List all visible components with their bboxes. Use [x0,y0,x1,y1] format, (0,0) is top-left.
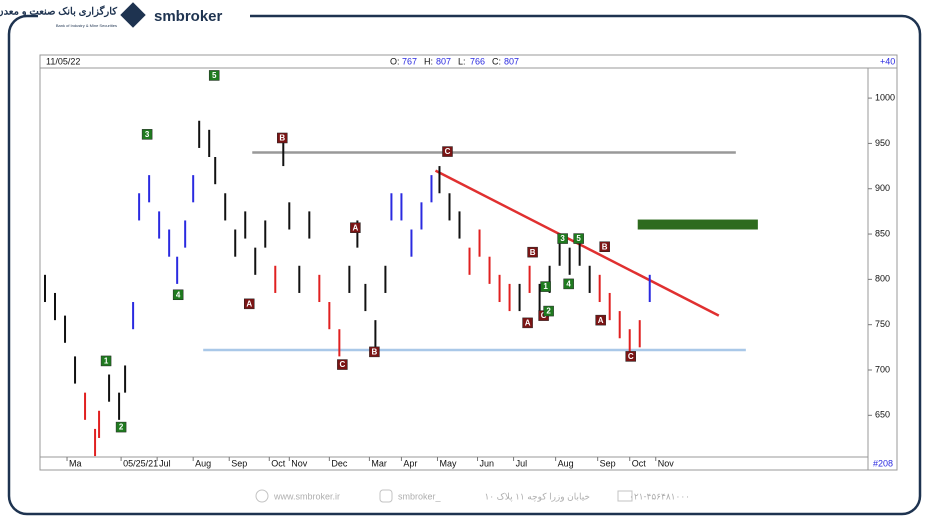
wave-label: 5 [212,71,217,80]
wave-badge [208,70,220,81]
wave-badge [563,278,574,290]
x-tick-label: Aug [558,458,574,468]
x-tick-label: Sep [231,458,247,468]
ohlc-label: H: [424,56,433,66]
wave-badge [141,129,153,140]
footer: www.smbroker.ir smbroker_ خیابان وزرا کو… [255,489,690,503]
x-tick-label: Oct [271,458,286,468]
wave-badge [369,346,380,358]
wave-label: A [598,316,604,325]
wave-badge [573,233,584,244]
wave-label: A [525,318,531,327]
ohlc-label: O: [390,56,400,66]
wave-label: 2 [119,423,124,432]
wave-label: B [530,248,536,257]
wave-label: 3 [560,234,565,243]
x-tick-label: 05/25/21 [123,458,158,468]
x-tick-label: Nov [291,458,308,468]
wave-label: 4 [176,290,181,299]
wave-label: 4 [566,280,571,289]
wave-badge [243,298,255,310]
x-tick-label: Nov [658,458,675,468]
wave-label: C [339,360,345,369]
phone-icon [617,490,633,502]
x-tick-label: Jul [516,458,528,468]
wave-label: A [352,223,358,232]
wave-badge [625,351,636,362]
wave-label: 5 [576,234,581,243]
ohlc-label: C: [492,56,501,66]
wave-badge [350,222,361,233]
wave-badge [522,317,533,329]
y-tick-label: 900 [875,183,890,193]
ohlc-value: 807 [436,56,451,66]
x-tick-label: Ma [69,458,82,468]
target-zone [637,219,758,230]
wave-label: C [445,147,451,156]
wave-label: 3 [145,130,150,139]
wave-label: B [372,347,378,356]
wave-label: 1 [543,282,548,291]
change: +40 [880,56,895,66]
logo-en: Bank of Industry & Mine Securities [56,23,117,28]
wave-badge [527,246,538,258]
chart-panel [39,54,898,471]
x-tick-label: Aug [195,458,211,468]
wave-label: A [246,299,252,308]
brand-name: smbroker [154,8,223,25]
wave-badge [277,132,288,144]
x-tick-label: Oct [632,458,647,468]
wave-badge [100,355,112,367]
wave-badge [543,305,554,317]
ohlc-value: 766 [470,56,485,66]
ohlc-value: 767 [402,56,417,66]
wave-badge [172,289,184,301]
x-tick-label: Jun [480,458,495,468]
ohlc-value: 807 [504,56,519,66]
x-tick-label: Apr [403,458,417,468]
instagram: smbroker_ [398,491,442,501]
x-tick-label: Mar [371,458,387,468]
wave-label: 2 [546,307,551,316]
wave-badge [115,421,127,433]
x-tick-label: Dec [331,458,348,468]
wave-label: B [602,242,608,251]
y-tick-label: 1000 [875,92,895,102]
wave-label: 1 [104,357,109,366]
x-tick-label: Jul [159,458,171,468]
y-tick-label: 850 [875,228,890,238]
wave-label: C [628,352,634,361]
bar-count: #208 [873,458,893,468]
logo-fa: کارگزاری بانک صنعت و معدن [0,5,117,18]
wave-label: B [279,134,285,143]
x-tick-label: Sep [600,458,616,468]
wave-badge [337,359,348,370]
y-tick-label: 950 [875,138,890,148]
web-icon [255,489,269,503]
wave-badge [599,241,610,252]
y-tick-label: 700 [875,364,890,374]
x-tick-label: May [439,458,457,468]
address: خیابان وزرا کوچه ۱۱ پلاک ۱۰ [484,491,590,502]
y-tick-label: 800 [875,274,890,284]
date: 11/05/22 [46,56,80,66]
ohlc-label: L: [458,56,466,66]
y-tick-label: 750 [875,319,890,329]
logo-backdrop [38,2,250,32]
wave-badge [557,233,568,244]
wave-badge [442,146,453,157]
y-tick-label: 650 [875,410,890,420]
phone: ۰۲۱-۴۵۶۴۸۱۰۰۰ [629,491,690,501]
frame [7,14,922,516]
wave-badge [595,314,606,326]
instagram-icon [379,489,393,503]
wave-badge [540,281,551,292]
website: www.smbroker.ir [273,491,340,501]
